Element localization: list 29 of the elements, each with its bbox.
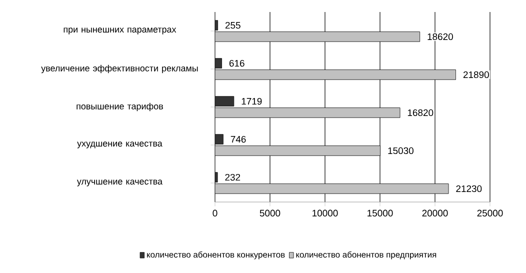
data-label: 21230: [456, 185, 482, 192]
x-tick-label: 15000: [368, 210, 393, 216]
data-label: 746: [230, 136, 246, 143]
data-label: 232: [225, 174, 240, 181]
x-tick-label: 25000: [477, 210, 503, 216]
legend-label: количество абонентов предприятия: [296, 251, 436, 260]
legend-label: количество абонентов конкурентов: [147, 251, 285, 260]
x-tick-label: 0: [212, 210, 218, 216]
y-tick-label: ухудшение качества: [77, 142, 162, 148]
data-label: 18620: [428, 33, 453, 40]
x-tick-label: 5000: [260, 210, 280, 216]
bar: [215, 184, 449, 194]
data-label: 16820: [408, 109, 434, 116]
data-label: 21890: [463, 71, 489, 78]
bar: [215, 70, 456, 80]
data-label: 616: [229, 60, 244, 67]
data-label: 255: [225, 22, 240, 29]
x-tick-label: 20000: [422, 210, 448, 216]
y-tick-label: увеличение эффективности рекламы: [41, 64, 198, 74]
y-tick-label: при нынешних параметрах: [64, 28, 176, 34]
data-label: 15030: [388, 147, 414, 154]
bar: [215, 32, 420, 42]
y-tick-label: повышение тарифов: [76, 102, 163, 112]
bar: [215, 96, 234, 106]
x-tick-label: 10000: [312, 210, 338, 216]
data-label: 1719: [242, 98, 262, 105]
bar: [215, 108, 400, 118]
bar: [215, 146, 381, 156]
y-tick-label: улучшение качества: [76, 180, 163, 186]
